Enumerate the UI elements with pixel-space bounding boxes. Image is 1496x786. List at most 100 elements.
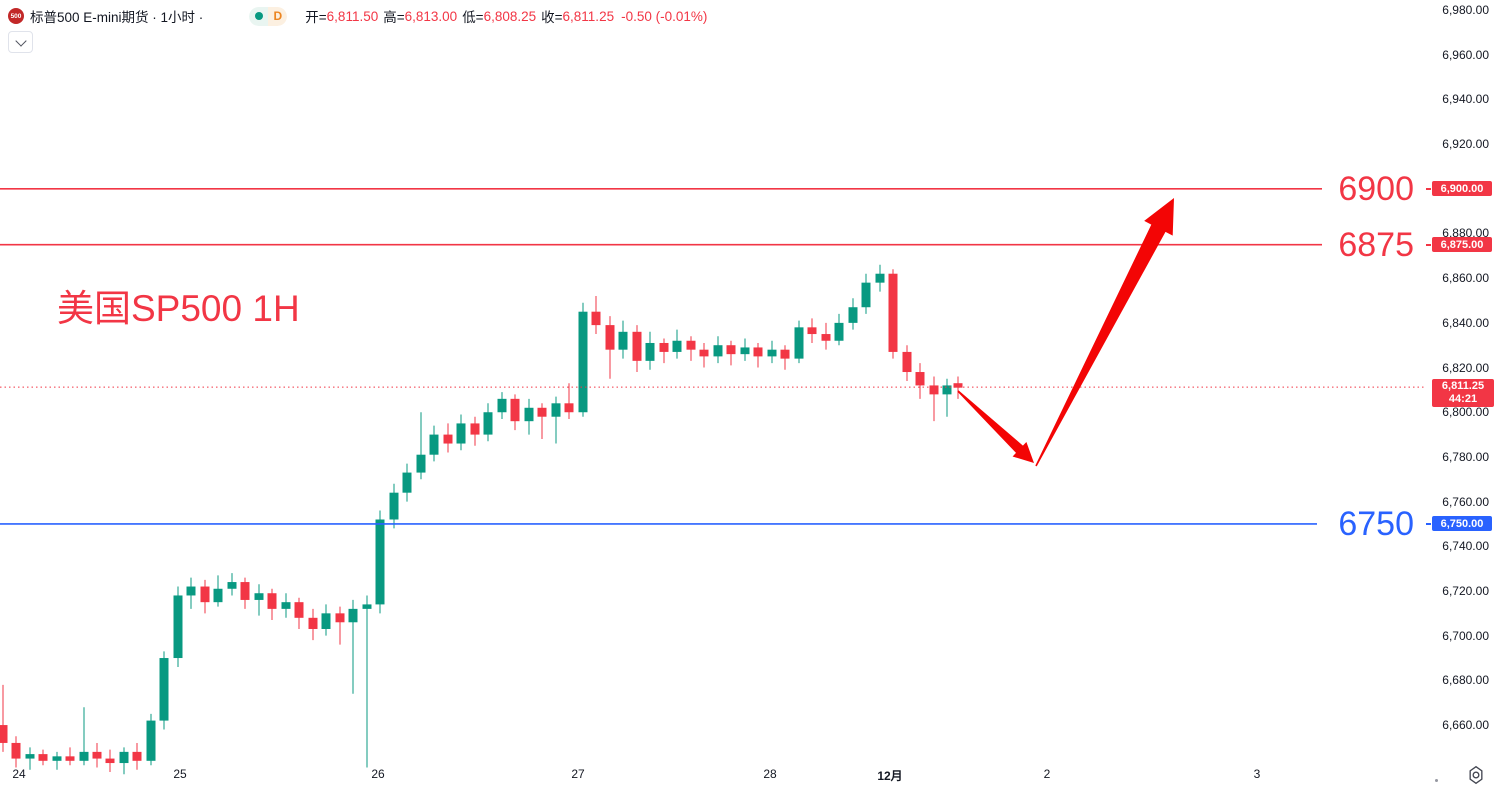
candle (132, 742, 142, 770)
candle (375, 510, 385, 614)
price-tick-label: 6,720.00 (1442, 583, 1489, 598)
level-label-6875[interactable]: 6875 (1338, 225, 1414, 264)
candle (281, 593, 291, 618)
candle (915, 363, 925, 399)
candle (186, 577, 196, 609)
candle (510, 394, 520, 431)
price-tick-label: 6,660.00 (1442, 718, 1489, 733)
candle (321, 604, 331, 636)
candle (537, 403, 547, 440)
price-tick-label: 6,980.00 (1442, 3, 1489, 18)
price-tick-label: 6,700.00 (1442, 628, 1489, 643)
candle (591, 296, 601, 335)
open-label: 开= (305, 10, 327, 25)
level-badge-6875: 6,875.00 (1432, 237, 1492, 253)
gear-icon[interactable] (1466, 765, 1486, 785)
trend-arrow[interactable] (957, 390, 1034, 463)
time-tick-label: 2 (1043, 767, 1051, 781)
candle (848, 298, 858, 330)
expand-ohlc-button[interactable] (8, 31, 33, 53)
level-badge-6750: 6,750.00 (1432, 516, 1492, 532)
time-tick-label: 12月 (877, 769, 903, 783)
change-value: -0.50 (-0.01%) (621, 8, 708, 24)
price-tick-label: 6,880.00 (1442, 226, 1489, 241)
candle (780, 345, 790, 370)
candle (726, 340, 736, 366)
price-tick-label: 6,820.00 (1442, 360, 1489, 375)
candle (38, 749, 48, 766)
symbol-title[interactable]: 标普500 E-mini期货 · 1小时 · (30, 10, 204, 25)
symbol-logo[interactable]: 500 (8, 8, 24, 24)
price-tick-label: 6,780.00 (1442, 449, 1489, 464)
candle (0, 684, 8, 752)
candle (65, 747, 75, 766)
candle (335, 606, 345, 645)
candle (632, 325, 642, 373)
time-axis[interactable]: 24 25 26 27 28 12月 2 3 (0, 758, 1496, 786)
time-tick-label: 28 (763, 767, 777, 781)
candle (807, 318, 817, 343)
high-label: 高= (383, 10, 405, 25)
candle (740, 338, 750, 361)
interval-d-badge: D (268, 6, 288, 26)
price-tick-label: 6,760.00 (1442, 494, 1489, 509)
candle (767, 340, 777, 364)
candle (389, 483, 399, 529)
axis-tick-dash (1426, 522, 1431, 525)
axis-tick-dash (1426, 243, 1431, 246)
candle (551, 396, 561, 444)
time-tick-label: 26 (371, 767, 385, 781)
candle (564, 383, 574, 419)
candle (605, 316, 615, 379)
candle (213, 575, 223, 607)
ohlc-readout: 开= 6,811.50 高= 6,813.00 低= 6,808.25 收= 6,811… (305, 6, 707, 26)
candle (456, 414, 466, 451)
candle (470, 416, 480, 446)
candle (200, 579, 210, 614)
candle (52, 751, 62, 770)
trend-arrow[interactable] (1035, 198, 1174, 467)
time-tick-label: 24 (12, 767, 26, 781)
market-open-dot-icon (249, 6, 269, 26)
candle (753, 342, 763, 368)
candle (159, 651, 169, 730)
candle (416, 412, 426, 480)
price-tick-label: 6,840.00 (1442, 315, 1489, 330)
candle (902, 345, 912, 381)
market-status-pill[interactable]: D (249, 6, 288, 26)
bar-countdown: 44:21 (1448, 393, 1478, 406)
candle (659, 338, 669, 364)
low-value: 6,808.25 (483, 8, 537, 24)
symbol-header: 500 标普500 E-mini期货 · 1小时 · D 开= 6,811.50 … (8, 6, 707, 26)
candle (105, 749, 115, 772)
low-label: 低= (462, 10, 484, 25)
candle (402, 463, 412, 502)
candle (929, 376, 939, 422)
price-axis[interactable]: 6,900.00 6,875.00 6,750.00 6,811.25 44:2… (1422, 0, 1496, 755)
candle (267, 588, 277, 621)
candle (875, 264, 885, 292)
price-tick-label: 6,940.00 (1442, 92, 1489, 107)
close-value: 6,811.25 (562, 8, 615, 24)
time-tick-label: 25 (173, 767, 187, 781)
candle (497, 392, 507, 419)
candle (794, 320, 804, 364)
candle (254, 584, 264, 616)
candle (645, 331, 655, 370)
candle (483, 403, 493, 442)
price-tick-label: 6,920.00 (1442, 137, 1489, 152)
candle (672, 329, 682, 359)
level-label-6900[interactable]: 6900 (1338, 169, 1414, 208)
candle (240, 577, 250, 609)
candle (834, 313, 844, 346)
level-label-6750[interactable]: 6750 (1338, 504, 1414, 543)
candle (308, 608, 318, 641)
close-label: 收= (541, 10, 563, 25)
time-tick-label: 3 (1253, 767, 1261, 781)
candle (429, 425, 439, 462)
price-tick-label: 6,740.00 (1442, 539, 1489, 554)
chevron-down-icon (14, 34, 27, 47)
open-value: 6,811.50 (326, 8, 379, 24)
